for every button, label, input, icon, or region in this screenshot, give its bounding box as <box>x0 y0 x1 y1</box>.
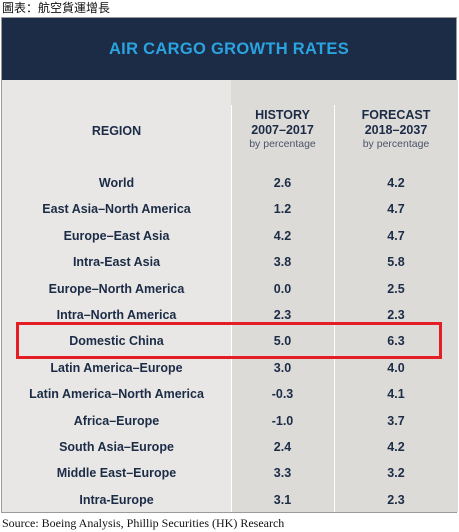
table-row: Middle East–Europe 3.3 3.2 <box>2 460 458 486</box>
forecast-value-cell: 4.1 <box>387 387 405 402</box>
column-divider <box>334 105 335 512</box>
table-row: East Asia–North America 1.2 4.7 <box>2 196 458 222</box>
region-cell: Africa–Europe <box>73 413 160 428</box>
forecast-header-period: 2018–2037 <box>364 123 428 137</box>
forecast-value-cell: 3.7 <box>387 413 405 428</box>
history-value-cell: 1.2 <box>273 202 292 217</box>
figure-caption: 圖表：航空貨運增長 <box>2 1 111 15</box>
source-note: Source: Boeing Analysis, Phillip Securit… <box>2 516 285 530</box>
region-cell: Latin America–North America <box>29 387 204 402</box>
history-header-unit: by percentage <box>249 138 316 150</box>
forecast-header-label: FORECAST <box>361 108 431 122</box>
history-value-cell: 0.0 <box>273 281 292 296</box>
region-cell: Europe–East Asia <box>63 228 170 243</box>
column-divider <box>231 105 232 512</box>
table-row: Latin America–North America -0.3 4.1 <box>2 381 458 407</box>
history-header-label: HISTORY <box>255 108 310 122</box>
title-band: AIR CARGO GROWTH RATES <box>2 18 456 80</box>
forecast-value-cell: 2.3 <box>387 308 405 322</box>
history-value-cell: 4.2 <box>273 228 292 243</box>
region-cell: Europe–North America <box>48 281 185 296</box>
value-columns-shade <box>231 80 458 512</box>
history-value-cell: 3.3 <box>273 466 292 481</box>
region-column-header: REGION <box>91 124 142 138</box>
history-value-cell: 3.8 <box>273 255 292 270</box>
region-cell: East Asia–North America <box>42 202 191 217</box>
forecast-value-cell: 3.2 <box>387 466 405 481</box>
forecast-value-cell: 4.2 <box>387 176 405 190</box>
forecast-value-cell: 4.7 <box>387 202 405 217</box>
table-title: AIR CARGO GROWTH RATES <box>108 39 350 58</box>
forecast-value-cell: 2.5 <box>387 281 405 296</box>
history-value-cell: -1.0 <box>271 413 294 428</box>
forecast-value-cell: 4.2 <box>387 440 405 454</box>
history-value-cell: -0.3 <box>271 387 294 402</box>
table-row: World 2.6 4.2 <box>2 170 458 196</box>
forecast-header-unit: by percentage <box>362 138 430 150</box>
forecast-value-cell: 2.3 <box>387 492 405 507</box>
history-header-period: 2007–2017 <box>251 123 314 137</box>
air-cargo-table: AIR CARGO GROWTH RATES REGION HISTORY 20… <box>1 17 458 513</box>
table-row: Intra-Europe 3.1 2.3 <box>2 487 458 513</box>
region-cell: Intra-East Asia <box>72 255 161 270</box>
table-row: South Asia–Europe 2.4 4.2 <box>2 434 458 460</box>
table-row: Europe–East Asia 4.2 4.7 <box>2 223 458 249</box>
table-row: Domestic China 5.0 6.3 <box>2 328 458 354</box>
region-cell: World <box>98 176 135 190</box>
forecast-value-cell: 6.3 <box>387 334 405 349</box>
forecast-value-cell: 5.8 <box>387 255 405 270</box>
history-value-cell: 2.4 <box>273 440 292 454</box>
region-cell: Domestic China <box>69 334 164 349</box>
table-row: Europe–North America 0.0 2.5 <box>2 276 458 302</box>
table-row: Intra-East Asia 3.8 5.8 <box>2 249 458 275</box>
history-value-cell: 5.0 <box>273 334 292 349</box>
region-cell: South Asia–Europe <box>59 440 174 454</box>
history-value-cell: 2.6 <box>273 176 292 190</box>
table-row: Africa–Europe -1.0 3.7 <box>2 408 458 434</box>
region-cell: Intra-Europe <box>79 492 154 507</box>
region-cell: Latin America–Europe <box>50 360 183 375</box>
region-cell: Intra–North America <box>56 308 177 322</box>
history-value-cell: 3.1 <box>273 492 292 507</box>
forecast-column-header: FORECAST 2018–2037 by percentage <box>334 108 458 151</box>
forecast-value-cell: 4.7 <box>387 228 405 243</box>
table-row: Intra–North America 2.3 2.3 <box>2 302 458 328</box>
history-value-cell: 2.3 <box>273 308 292 322</box>
forecast-value-cell: 4.0 <box>387 360 405 375</box>
table-row: Latin America–Europe 3.0 4.0 <box>2 355 458 381</box>
region-cell: Middle East–Europe <box>56 466 177 481</box>
history-column-header: HISTORY 2007–2017 by percentage <box>231 108 334 151</box>
history-value-cell: 3.0 <box>273 360 292 375</box>
